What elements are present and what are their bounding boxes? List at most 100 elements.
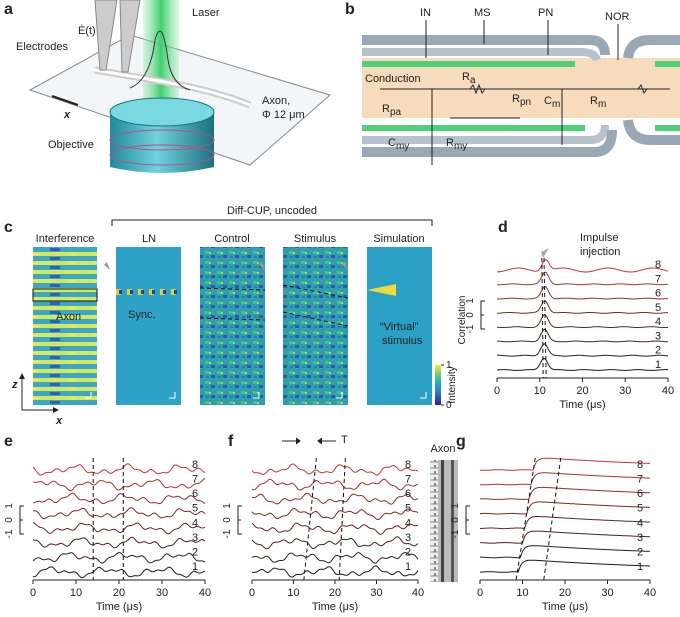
trace (251, 492, 419, 505)
trace-label: 6 (405, 488, 411, 500)
trace-label: 8 (405, 459, 411, 471)
y-tick-label: 0 (222, 517, 233, 523)
trace-label: 7 (637, 474, 643, 486)
trace (251, 478, 419, 491)
trace-label: 4 (405, 517, 411, 529)
trace (251, 565, 419, 578)
y-tick-label: 0 (450, 517, 461, 523)
trace-label: 4 (637, 517, 643, 529)
trace-label: 7 (655, 273, 661, 285)
label: Laser (192, 7, 220, 19)
trace (497, 343, 669, 357)
panel-label: g (456, 433, 466, 450)
x-tick-label: 30 (619, 385, 631, 397)
trace (479, 559, 650, 573)
label: Electrodes (16, 41, 68, 53)
image-title: Axon (430, 443, 455, 455)
x-tick-label: 40 (199, 587, 211, 599)
trace-label: 4 (192, 517, 198, 529)
trace-label: 2 (192, 546, 198, 558)
panel-label: d (498, 219, 508, 236)
trace-label: 5 (405, 503, 411, 515)
guide (303, 457, 317, 581)
x-tick-label: 20 (113, 587, 125, 599)
y-tick-label: 1 (4, 503, 15, 509)
image (116, 247, 181, 405)
trace-label: 3 (655, 330, 661, 342)
y-tick-label: 1 (465, 298, 476, 304)
label: IN (420, 7, 431, 19)
image-title: Control (214, 233, 249, 245)
label: Conduction (365, 73, 421, 85)
x-axis-label: Time (μs) (312, 601, 358, 613)
label: PN (538, 7, 553, 19)
y-tick-label: -1 (450, 529, 461, 538)
trace (497, 328, 669, 343)
tick-label: 0 (446, 400, 452, 411)
panel-label: e (4, 433, 13, 450)
image-title: Interference (36, 233, 95, 245)
x-tick-label: 0 (249, 587, 255, 599)
y-tick-label: 1 (222, 503, 233, 509)
trace (496, 285, 669, 300)
trace (496, 271, 669, 286)
trace-label: 8 (192, 459, 198, 471)
guide (541, 257, 544, 379)
label: Objective (48, 139, 94, 151)
y-tick-label: -1 (465, 324, 476, 333)
trace-label: 6 (655, 288, 661, 300)
panel-label: a (4, 1, 13, 18)
panel-label: b (345, 1, 355, 18)
trace (251, 463, 419, 476)
tick-label: 1 (446, 360, 452, 371)
panel-label: f (228, 433, 234, 450)
trace (479, 486, 651, 500)
colorbar-label: Intensity (447, 366, 458, 403)
trace-label: 3 (405, 532, 411, 544)
note: stimulus (382, 335, 423, 347)
image (367, 247, 432, 405)
trace-label: 5 (655, 302, 661, 314)
label: Cmy (388, 137, 409, 152)
x-tick-label: 20 (329, 587, 341, 599)
axis-label: x (55, 415, 63, 427)
trace (251, 522, 418, 536)
annotation: Impulse (580, 232, 619, 244)
trace (480, 530, 650, 544)
x-axis-label: Time (μs) (559, 399, 605, 411)
trace-panels: d e f g Impulse injection Correlation T … (4, 219, 620, 582)
image (200, 247, 265, 405)
trace-label: 6 (637, 488, 643, 500)
trace (32, 492, 206, 505)
label: Rmy (446, 137, 467, 152)
guide (515, 457, 536, 581)
trace-label: 5 (637, 503, 643, 515)
note: Sync. (128, 309, 156, 321)
trace (480, 516, 651, 530)
trace-label: 2 (405, 546, 411, 558)
x-tick-label: 20 (559, 587, 571, 599)
y-axis-label: Correlation (457, 296, 468, 345)
panel-c: c Diff-CUP, uncoded Interference LN Cont… (4, 205, 458, 427)
x-tick-label: 0 (30, 587, 36, 599)
trace-label: 4 (655, 316, 661, 328)
panel-label: c (4, 219, 13, 236)
y-tick-label: -1 (4, 529, 15, 538)
x-tick-label: 0 (494, 385, 500, 397)
label: x (63, 109, 71, 121)
image-title: Stimulus (294, 233, 337, 245)
trace (251, 508, 419, 521)
trace (479, 501, 650, 515)
label: Φ 12 μm (262, 109, 305, 121)
image (430, 460, 458, 582)
trace (480, 545, 651, 559)
x-tick-label: 30 (156, 587, 168, 599)
trace (32, 463, 206, 476)
label: NOR (605, 11, 630, 23)
x-axis-label: Time (μs) (96, 601, 142, 613)
x-tick-label: 20 (576, 385, 588, 397)
trace (251, 552, 419, 564)
label: Ė(t) (78, 24, 96, 37)
x-tick-label: 10 (70, 587, 82, 599)
